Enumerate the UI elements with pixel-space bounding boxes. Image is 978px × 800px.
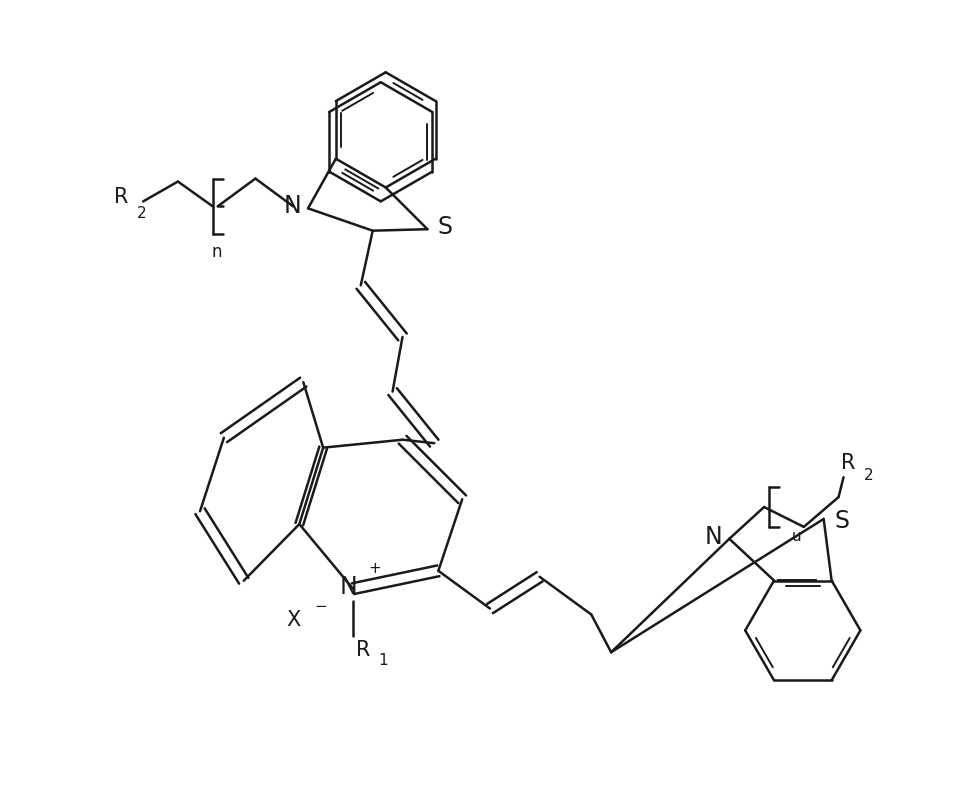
- Text: N: N: [283, 194, 300, 218]
- Text: N: N: [704, 525, 722, 549]
- Text: n: n: [211, 243, 222, 261]
- Text: S: S: [437, 215, 453, 239]
- Text: R: R: [355, 640, 370, 660]
- Text: R: R: [840, 454, 855, 474]
- Text: +: +: [368, 562, 380, 576]
- Text: 1: 1: [378, 653, 387, 668]
- Text: N: N: [339, 574, 358, 598]
- Text: S: S: [833, 509, 848, 533]
- Text: 2: 2: [863, 468, 872, 482]
- Text: R: R: [114, 187, 128, 207]
- Text: −: −: [315, 599, 328, 614]
- Text: 2: 2: [136, 206, 146, 221]
- Text: X: X: [286, 610, 300, 630]
- Text: u: u: [791, 530, 801, 544]
